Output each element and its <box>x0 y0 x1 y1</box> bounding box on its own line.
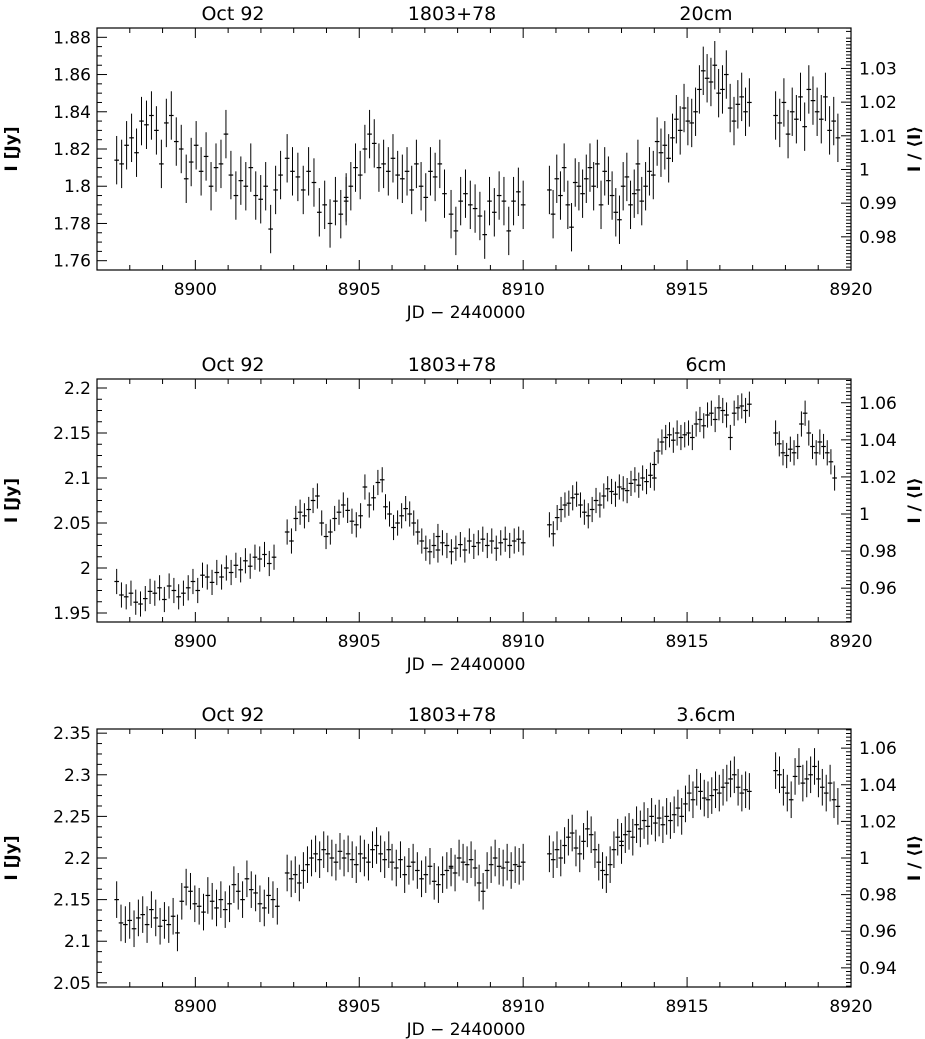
y-tick-label: 2.25 <box>53 807 91 827</box>
x-tick-label: 8915 <box>665 632 708 652</box>
x-tick-label: 8910 <box>502 997 545 1017</box>
x-tick-label: 8920 <box>829 997 872 1017</box>
y-tick-label: 1.76 <box>53 252 91 272</box>
x-tick-label: 8910 <box>502 280 545 300</box>
y-tick-label: 2.3 <box>64 766 91 786</box>
header-source: 1803+78 <box>408 3 496 25</box>
y-tick-label: 2.15 <box>53 891 91 911</box>
y-tick-label: 1.84 <box>53 103 91 123</box>
x-tick-label: 8900 <box>174 280 217 300</box>
y2-axis-label: I / ⟨I⟩ <box>905 477 925 523</box>
data-points <box>114 41 841 259</box>
panel-6cm: Oct 92 1803+78 6cm 8900 8905 8910 8915 8920 1.95… <box>2 354 925 675</box>
y-tick-label: 2.05 <box>53 514 91 534</box>
y2-tick-label: 0.99 <box>859 194 897 214</box>
y2-tick-label: 1 <box>859 160 870 180</box>
y-tick-label: 2.05 <box>53 974 91 994</box>
x-tick-label: 8915 <box>665 280 708 300</box>
x-tick-label: 8900 <box>174 632 217 652</box>
y-tick-label: 1.82 <box>53 140 91 160</box>
y2-tick-label: 1 <box>859 849 870 869</box>
y-axis-label: I [Jy] <box>2 126 22 171</box>
y-tick-label: 2.1 <box>64 932 91 952</box>
y2-tick-label: 0.98 <box>859 228 897 248</box>
y2-tick-label: 0.98 <box>859 542 897 562</box>
data-points <box>114 391 837 617</box>
y2-tick-label: 1.04 <box>859 431 897 451</box>
y2-tick-label: 0.96 <box>859 922 897 942</box>
y2-tick-label: 1.02 <box>859 812 897 832</box>
y-tick-label: 1.8 <box>64 177 91 197</box>
y-tick-label: 2.35 <box>53 724 91 744</box>
header-band: 6cm <box>685 354 726 376</box>
y2-tick-label: 1.06 <box>859 739 897 759</box>
header-band: 20cm <box>679 3 732 25</box>
x-tick-label: 8910 <box>502 632 545 652</box>
y-axis-label: I [Jy] <box>2 835 22 880</box>
y2-tick-label: 1.04 <box>859 776 897 796</box>
x-axis-label: JD − 2440000 <box>406 303 526 323</box>
y-tick-label: 2.1 <box>64 469 91 489</box>
plot-frame <box>96 27 852 271</box>
y-axis-label: I [Jy] <box>2 478 22 523</box>
x-axis-label: JD − 2440000 <box>406 1020 526 1039</box>
y2-tick-label: 1.06 <box>859 394 897 414</box>
x-tick-label: 8920 <box>829 632 872 652</box>
y-tick-label: 1.78 <box>53 214 91 234</box>
x-tick-label: 8900 <box>174 997 217 1017</box>
header-date: Oct 92 <box>201 3 264 25</box>
y-tick-label: 2.2 <box>64 379 91 399</box>
y-tick-label: 2.15 <box>53 424 91 444</box>
y2-axis-label: I / ⟨I⟩ <box>905 126 925 172</box>
y2-tick-label: 1.02 <box>859 93 897 113</box>
header-source: 1803+78 <box>408 354 496 376</box>
y2-tick-label: 0.98 <box>859 886 897 906</box>
y-tick-label: 2 <box>80 559 91 579</box>
header-band: 3.6cm <box>676 704 735 726</box>
y2-axis-label: I / ⟨I⟩ <box>905 835 925 881</box>
x-tick-label: 8920 <box>829 280 872 300</box>
y2-tick-label: 1.03 <box>859 59 897 79</box>
y-tick-label: 1.88 <box>53 28 91 48</box>
x-tick-label: 8905 <box>338 997 381 1017</box>
panel-20cm: Oct 92 1803+78 20cm 8900 8905 8910 8915 8920 1.7… <box>2 3 925 323</box>
x-axis-label: JD − 2440000 <box>406 655 526 675</box>
y2-tick-label: 1 <box>859 505 870 525</box>
header-source: 1803+78 <box>408 704 496 726</box>
x-tick-label: 8905 <box>338 632 381 652</box>
y-tick-label: 2.2 <box>64 849 91 869</box>
header-date: Oct 92 <box>201 354 264 376</box>
data-points <box>114 748 841 952</box>
x-tick-label: 8905 <box>338 280 381 300</box>
y2-tick-label: 0.96 <box>859 579 897 599</box>
header-date: Oct 92 <box>201 704 264 726</box>
y2-tick-label: 0.94 <box>859 959 897 979</box>
y-tick-label: 1.95 <box>53 604 91 624</box>
x-tick-label: 8915 <box>665 997 708 1017</box>
y2-tick-label: 1.01 <box>859 127 897 147</box>
panel-3-6cm: Oct 92 1803+78 3.6cm 8900 8905 8910 8915 8920 2.… <box>2 704 925 1039</box>
plot-frame <box>96 728 852 988</box>
y-tick-label: 1.86 <box>53 66 91 86</box>
y2-tick-label: 1.02 <box>859 468 897 488</box>
